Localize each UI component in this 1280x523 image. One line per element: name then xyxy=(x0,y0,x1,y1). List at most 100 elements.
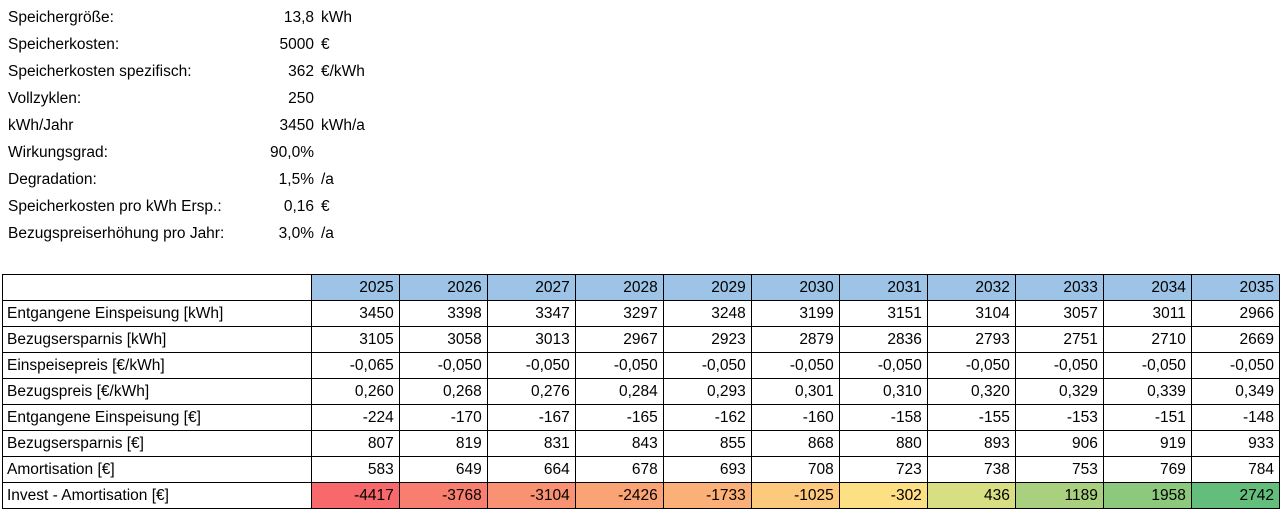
year-header-cell[interactable]: 2026 xyxy=(398,274,488,301)
invest-result-cell[interactable]: -4417 xyxy=(310,482,400,509)
data-cell[interactable]: 3297 xyxy=(574,300,664,327)
data-cell[interactable]: 693 xyxy=(662,456,752,483)
data-cell[interactable]: 3104 xyxy=(926,300,1016,327)
data-cell[interactable]: -0,050 xyxy=(750,352,840,379)
data-cell[interactable]: -0,050 xyxy=(1102,352,1192,379)
data-cell[interactable]: 2923 xyxy=(662,326,752,353)
data-cell[interactable]: 0,349 xyxy=(1190,378,1280,405)
param-value-cell[interactable]: 362 xyxy=(288,62,314,80)
data-cell[interactable]: 831 xyxy=(486,430,576,457)
data-cell[interactable]: -0,050 xyxy=(662,352,752,379)
data-cell[interactable]: -224 xyxy=(310,404,400,431)
data-cell[interactable]: -0,050 xyxy=(1190,352,1280,379)
row-label-cell[interactable]: Bezugspreis [€/kWh] xyxy=(2,378,312,405)
data-cell[interactable]: 855 xyxy=(662,430,752,457)
data-cell[interactable]: 2669 xyxy=(1190,326,1280,353)
data-cell[interactable]: 868 xyxy=(750,430,840,457)
invest-result-cell[interactable]: 436 xyxy=(926,482,1016,509)
row-label-cell[interactable]: Entgangene Einspeisung [kWh] xyxy=(2,300,312,327)
data-cell[interactable]: 3450 xyxy=(310,300,400,327)
data-cell[interactable]: 3398 xyxy=(398,300,488,327)
invest-result-cell[interactable]: 2742 xyxy=(1190,482,1280,509)
data-cell[interactable]: -167 xyxy=(486,404,576,431)
param-unit-cell[interactable]: kWh xyxy=(321,8,352,26)
data-cell[interactable]: 0,284 xyxy=(574,378,664,405)
data-cell[interactable]: -148 xyxy=(1190,404,1280,431)
data-cell[interactable]: 819 xyxy=(398,430,488,457)
data-cell[interactable]: 3105 xyxy=(310,326,400,353)
invest-result-cell[interactable]: -1733 xyxy=(662,482,752,509)
data-cell[interactable]: 3199 xyxy=(750,300,840,327)
data-cell[interactable]: 0,329 xyxy=(1014,378,1104,405)
data-cell[interactable]: 2879 xyxy=(750,326,840,353)
data-cell[interactable]: 583 xyxy=(310,456,400,483)
data-cell[interactable]: 3347 xyxy=(486,300,576,327)
invest-result-cell[interactable]: -1025 xyxy=(750,482,840,509)
data-cell[interactable]: 0,293 xyxy=(662,378,752,405)
data-cell[interactable]: -0,065 xyxy=(310,352,400,379)
param-unit-cell[interactable]: €/kWh xyxy=(321,62,365,80)
param-label-cell[interactable]: Degradation: xyxy=(8,170,97,188)
param-unit-cell[interactable]: € xyxy=(321,35,330,53)
year-header-cell[interactable]: 2029 xyxy=(662,274,752,301)
row-label-cell[interactable]: Bezugsersparnis [€] xyxy=(2,430,312,457)
param-unit-cell[interactable]: /a xyxy=(321,224,334,242)
data-cell[interactable]: 649 xyxy=(398,456,488,483)
param-value-cell[interactable]: 0,16 xyxy=(283,197,314,215)
row-label-cell[interactable]: Invest - Amortisation [€] xyxy=(2,482,312,509)
year-header-cell[interactable]: 2035 xyxy=(1190,274,1280,301)
data-cell[interactable]: -162 xyxy=(662,404,752,431)
data-cell[interactable]: -0,050 xyxy=(574,352,664,379)
data-cell[interactable]: 0,276 xyxy=(486,378,576,405)
year-header-cell[interactable]: 2027 xyxy=(486,274,576,301)
invest-result-cell[interactable]: -3768 xyxy=(398,482,488,509)
invest-result-cell[interactable]: -3104 xyxy=(486,482,576,509)
data-cell[interactable]: 880 xyxy=(838,430,928,457)
data-cell[interactable]: 906 xyxy=(1014,430,1104,457)
param-value-cell[interactable]: 3,0% xyxy=(278,224,314,242)
data-cell[interactable]: -151 xyxy=(1102,404,1192,431)
invest-result-cell[interactable]: 1189 xyxy=(1014,482,1104,509)
data-cell[interactable]: 893 xyxy=(926,430,1016,457)
data-cell[interactable]: -170 xyxy=(398,404,488,431)
invest-result-cell[interactable]: -2426 xyxy=(574,482,664,509)
data-cell[interactable]: 2751 xyxy=(1014,326,1104,353)
data-cell[interactable]: 708 xyxy=(750,456,840,483)
param-value-cell[interactable]: 250 xyxy=(288,89,314,107)
row-label-cell[interactable]: Einspeisepreis [€/kWh] xyxy=(2,352,312,379)
data-cell[interactable]: 3248 xyxy=(662,300,752,327)
data-cell[interactable]: -0,050 xyxy=(1014,352,1104,379)
row-label-cell[interactable]: Amortisation [€] xyxy=(2,456,312,483)
param-value-cell[interactable]: 90,0% xyxy=(270,143,314,161)
data-cell[interactable]: 3151 xyxy=(838,300,928,327)
data-cell[interactable]: 2836 xyxy=(838,326,928,353)
data-cell[interactable]: 769 xyxy=(1102,456,1192,483)
data-cell[interactable]: 2966 xyxy=(1190,300,1280,327)
year-header-cell[interactable]: 2032 xyxy=(926,274,1016,301)
data-cell[interactable]: -0,050 xyxy=(926,352,1016,379)
data-cell[interactable]: 0,268 xyxy=(398,378,488,405)
data-cell[interactable]: -0,050 xyxy=(398,352,488,379)
data-cell[interactable]: 0,310 xyxy=(838,378,928,405)
row-label-cell[interactable]: Bezugsersparnis [kWh] xyxy=(2,326,312,353)
param-unit-cell[interactable]: € xyxy=(321,197,330,215)
data-cell[interactable]: 3057 xyxy=(1014,300,1104,327)
data-cell[interactable]: 0,320 xyxy=(926,378,1016,405)
data-cell[interactable]: 2710 xyxy=(1102,326,1192,353)
invest-result-cell[interactable]: -302 xyxy=(838,482,928,509)
year-header-cell[interactable]: 2031 xyxy=(838,274,928,301)
param-label-cell[interactable]: Speicherkosten: xyxy=(8,35,120,53)
data-cell[interactable]: 784 xyxy=(1190,456,1280,483)
param-label-cell[interactable]: Wirkungsgrad: xyxy=(8,143,108,161)
row-label-cell[interactable]: Entgangene Einspeisung [€] xyxy=(2,404,312,431)
data-cell[interactable]: 2793 xyxy=(926,326,1016,353)
data-cell[interactable]: -165 xyxy=(574,404,664,431)
year-header-cell[interactable]: 2030 xyxy=(750,274,840,301)
data-cell[interactable]: 0,339 xyxy=(1102,378,1192,405)
invest-result-cell[interactable]: 1958 xyxy=(1102,482,1192,509)
param-value-cell[interactable]: 1,5% xyxy=(278,170,314,188)
data-cell[interactable]: 0,301 xyxy=(750,378,840,405)
data-cell[interactable]: 843 xyxy=(574,430,664,457)
data-cell[interactable]: -155 xyxy=(926,404,1016,431)
data-cell[interactable]: 723 xyxy=(838,456,928,483)
